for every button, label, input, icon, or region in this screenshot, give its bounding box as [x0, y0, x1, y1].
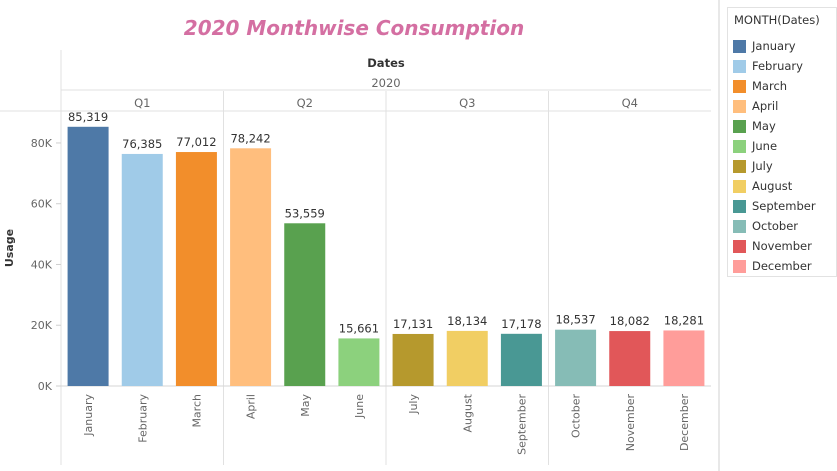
bar-october	[555, 329, 597, 386]
legend-swatch	[733, 159, 746, 173]
data-label: 85,319	[68, 110, 108, 124]
legend-swatch	[733, 99, 746, 113]
x-tick-label: April	[245, 394, 258, 419]
legend-label: April	[752, 99, 779, 113]
x-tick-label: January	[82, 394, 95, 437]
legend-swatch	[733, 199, 746, 213]
y-tick-label: 60K	[31, 198, 53, 211]
legend-swatch	[733, 259, 746, 273]
y-tick-label: 20K	[31, 319, 53, 332]
data-label: 18,134	[447, 314, 487, 328]
bar-december	[663, 330, 705, 386]
legend-swatch	[733, 219, 746, 233]
column-header-dates: Dates	[367, 56, 405, 70]
quarter-label: Q1	[134, 96, 150, 110]
data-label: 76,385	[122, 137, 162, 151]
data-label: 53,559	[285, 206, 325, 220]
x-tick-label: March	[190, 394, 203, 428]
bar-july	[392, 333, 434, 386]
legend-swatch	[733, 59, 746, 73]
year-label: 2020	[371, 76, 400, 90]
legend-label: December	[752, 259, 812, 273]
quarter-label: Q4	[622, 96, 638, 110]
legend-item-june[interactable]: June	[733, 137, 777, 155]
data-label: 18,082	[610, 314, 650, 328]
legend-item-august[interactable]: August	[733, 177, 792, 195]
x-tick-label: November	[624, 394, 637, 452]
legend-item-october[interactable]: October	[733, 217, 798, 235]
legend-item-december[interactable]: December	[733, 257, 812, 275]
x-tick-label: December	[678, 394, 691, 452]
x-tick-label: June	[353, 394, 366, 419]
bar-may	[284, 223, 326, 386]
legend-item-september[interactable]: September	[733, 197, 816, 215]
legend-label: October	[752, 219, 799, 233]
legend-swatch	[733, 79, 746, 93]
data-label: 77,012	[176, 135, 216, 149]
y-tick-label: 80K	[31, 137, 53, 150]
legend-label: September	[752, 199, 816, 213]
legend-label: March	[752, 79, 788, 93]
legend-item-april[interactable]: April	[733, 97, 778, 115]
legend[interactable]: MONTH(Dates) January February March April Ma…	[727, 7, 837, 277]
chart-title: 2020 Monthwise Consumption	[183, 16, 525, 40]
x-tick-label: July	[407, 394, 420, 415]
legend-label: July	[752, 159, 773, 173]
data-label: 17,178	[501, 317, 541, 331]
x-tick-label: August	[461, 393, 474, 432]
data-label: 17,131	[393, 317, 433, 331]
quarter-label: Q2	[297, 96, 313, 110]
bar-march	[175, 152, 217, 386]
x-tick-label: February	[136, 394, 149, 443]
legend-swatch	[733, 179, 746, 193]
data-label: 15,661	[339, 321, 379, 335]
legend-item-july[interactable]: July	[733, 157, 773, 175]
legend-item-march[interactable]: March	[733, 77, 787, 95]
bar-january	[67, 126, 109, 386]
legend-item-may[interactable]: May	[733, 117, 776, 135]
data-label: 18,537	[555, 313, 595, 327]
x-tick-label: May	[299, 394, 312, 417]
y-axis-label: Usage	[3, 229, 16, 267]
legend-title: MONTH(Dates)	[734, 13, 820, 27]
y-tick-label: 0K	[38, 380, 53, 393]
x-tick-label: September	[515, 394, 528, 455]
bar-november	[609, 331, 651, 386]
legend-item-january[interactable]: January	[733, 37, 796, 55]
bar-february	[121, 153, 163, 386]
legend-label: February	[752, 59, 803, 73]
bar-september	[500, 333, 542, 386]
data-label: 78,242	[230, 131, 270, 145]
legend-label: May	[752, 119, 776, 133]
x-tick-label: October	[570, 394, 583, 438]
bar-august	[446, 330, 488, 386]
legend-swatch	[733, 119, 746, 133]
y-tick-label: 40K	[31, 258, 53, 271]
legend-swatch	[733, 39, 746, 53]
data-label: 18,281	[664, 313, 704, 327]
legend-swatch	[733, 239, 746, 253]
quarter-label: Q3	[459, 96, 475, 110]
legend-label: June	[752, 139, 778, 153]
legend-label: November	[752, 239, 812, 253]
legend-swatch	[733, 139, 746, 153]
legend-label: January	[752, 39, 796, 53]
legend-label: August	[752, 179, 793, 193]
bar-june	[338, 338, 380, 386]
legend-item-february[interactable]: February	[733, 57, 803, 75]
legend-item-november[interactable]: November	[733, 237, 812, 255]
bar-april	[230, 148, 272, 386]
